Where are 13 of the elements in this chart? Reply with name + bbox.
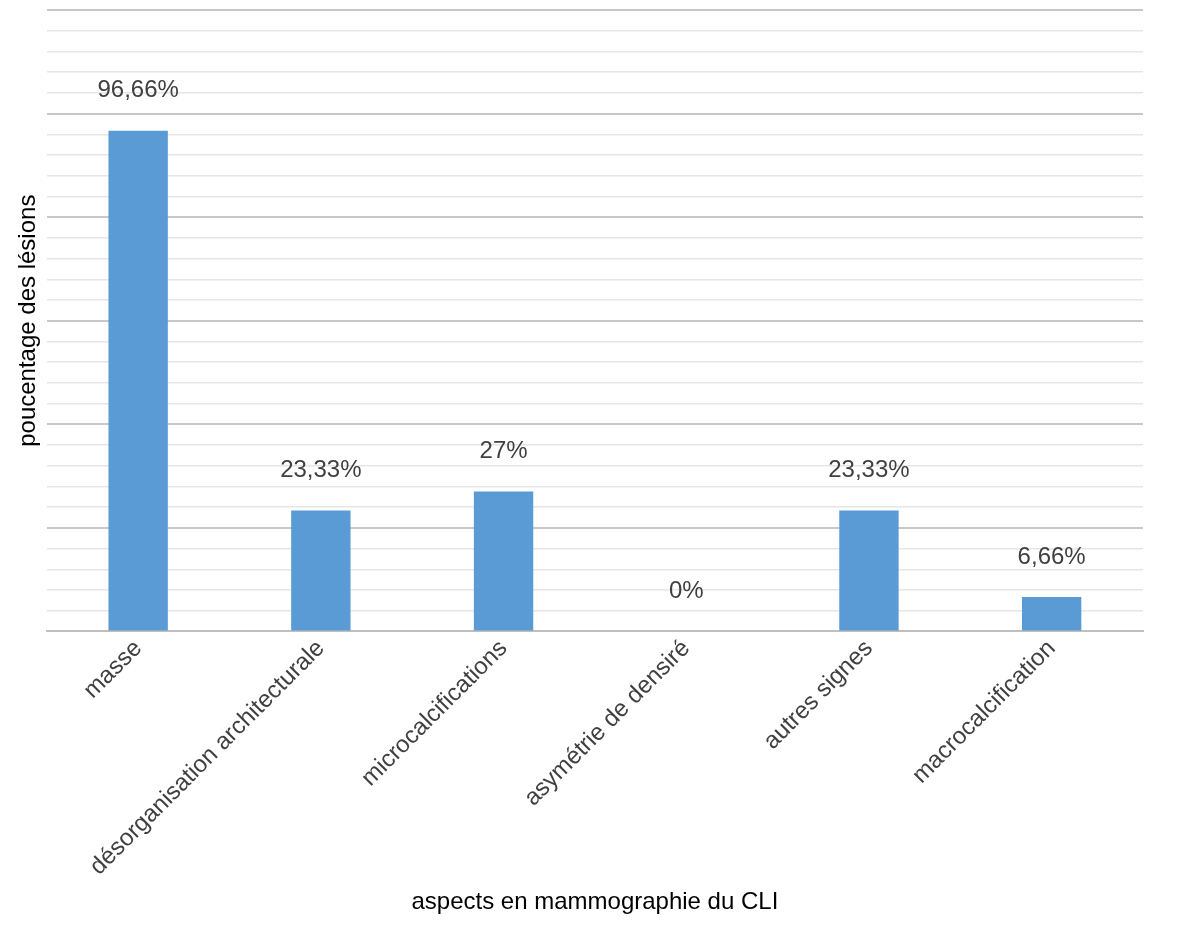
data-label: 23,33% xyxy=(828,455,910,483)
bar xyxy=(473,491,534,631)
x-axis-title: aspects en mammographie du CLI xyxy=(411,887,779,915)
data-label: 6,66% xyxy=(1017,541,1086,569)
data-label: 96,66% xyxy=(97,75,179,103)
bar xyxy=(1021,596,1082,631)
data-label: 27% xyxy=(479,436,528,464)
bar xyxy=(291,510,351,631)
data-label: 23,33% xyxy=(280,455,362,483)
bar xyxy=(839,510,899,631)
data-label: 0% xyxy=(668,576,704,604)
y-axis-title: poucentage des lésions xyxy=(13,194,41,447)
bar xyxy=(108,130,168,631)
